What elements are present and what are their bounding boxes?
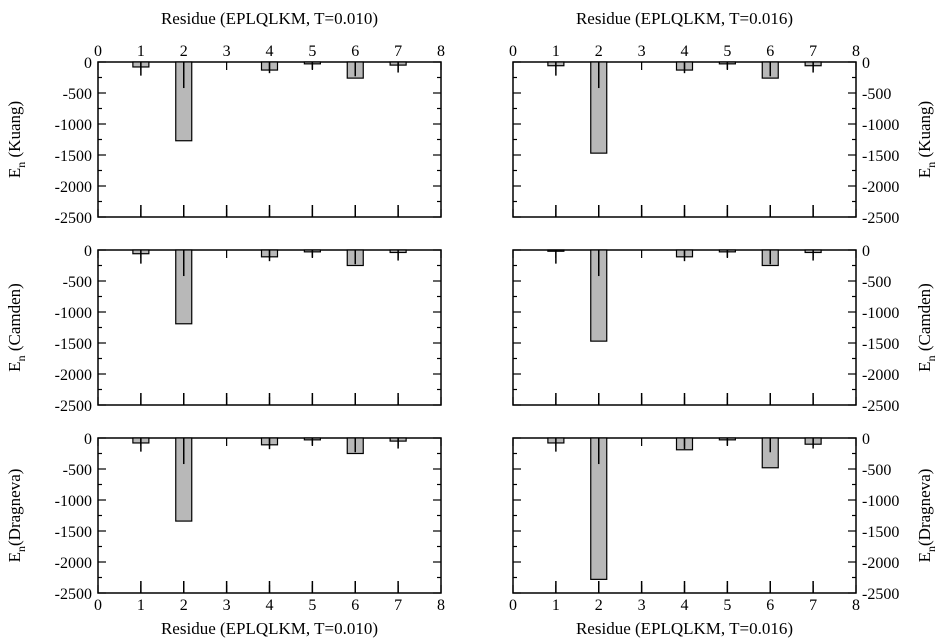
panel-4-ytick-label: -2500: [862, 398, 899, 415]
ylabel-row-2-right: En (Camden): [915, 283, 938, 372]
panel-6-ytick-label: -1500: [862, 524, 899, 541]
panel-4-ytick-label: -2000: [862, 367, 899, 384]
ylabel-row-3-right: En(Dragneva): [915, 469, 938, 563]
ylabel-row-1-right: En (Kuang): [915, 101, 938, 178]
panel-2-xtick-label: 7: [809, 43, 817, 60]
panel-5-xtick-label: 3: [223, 597, 231, 614]
panel-2-ytick-label: -2000: [862, 179, 899, 196]
panel-2-xtick-label: 6: [766, 43, 774, 60]
panel-6-xtick-label: 7: [809, 597, 817, 614]
panel-3-ytick-label: 0: [84, 243, 92, 260]
panel-5-xtick-label: 4: [266, 597, 274, 614]
panel-6-ytick-label: -1000: [862, 493, 899, 510]
panel-2-ytick-label: -1500: [862, 148, 899, 165]
panel-1-xtick-label: 4: [266, 43, 274, 60]
panel-1-ytick-label: 0: [84, 55, 92, 72]
panel-6-xtick-label: 6: [766, 597, 774, 614]
panel-5-xtick-label: 7: [394, 597, 402, 614]
panel-5-ytick-label: 0: [84, 431, 92, 448]
panel-5-ytick-label: -1000: [55, 493, 92, 510]
panel-3-ytick-label: -1000: [55, 305, 92, 322]
panel-6-xtick-label: 1: [552, 597, 560, 614]
panel-3-frame: [97, 249, 442, 406]
panel-1-xtick-label: 6: [351, 43, 359, 60]
panel-4-frame: [512, 249, 857, 406]
panel-1-ytick-label: -500: [63, 86, 92, 103]
panel-1-ytick-label: -2500: [55, 210, 92, 227]
panel-6-xtick-label: 3: [638, 597, 646, 614]
panel-5-ytick-label: -2000: [55, 555, 92, 572]
panel-2-ytick-label: -500: [862, 86, 891, 103]
panel-5-xtick-label: 2: [180, 597, 188, 614]
panel-5-ytick-label: -2500: [55, 586, 92, 603]
panel-5-xtick-label: 0: [94, 597, 102, 614]
ylabel-row-1-left: En (Kuang): [5, 101, 28, 178]
panel-3-ytick-label: -500: [63, 274, 92, 291]
panel-1-xtick-label: 8: [437, 43, 445, 60]
panel-5-ytick-label: -1500: [55, 524, 92, 541]
panel-6-xtick-label: 2: [595, 597, 603, 614]
top-xlabel-1: Residue (EPLQLKM, T=0.010): [161, 9, 378, 28]
ylabel-row-3-left: En(Dragneva): [5, 469, 28, 563]
panel-4-ytick-label: 0: [862, 243, 870, 260]
panel-1-xtick-label: 1: [137, 43, 145, 60]
panel-6-frame: [512, 437, 857, 594]
panel-6-xtick-label: 4: [681, 597, 689, 614]
ylabel-row-2-left: En (Camden): [5, 283, 28, 372]
panel-1-xtick-label: 2: [180, 43, 188, 60]
panel-1-frame: [97, 61, 442, 218]
panel-5-xtick-label: 5: [308, 597, 316, 614]
panel-1-xtick-label: 7: [394, 43, 402, 60]
panel-4-ytick-label: -500: [862, 274, 891, 291]
panel-1-xtick-label: 5: [308, 43, 316, 60]
panel-2-xtick-label: 4: [681, 43, 689, 60]
panel-2-xtick-label: 1: [552, 43, 560, 60]
panel-2-ytick-label: 0: [862, 55, 870, 72]
panel-2-frame: [512, 61, 857, 218]
panel-6-xtick-label: 0: [509, 597, 517, 614]
panel-2-xtick-label: 3: [638, 43, 646, 60]
top-xlabel-2: Residue (EPLQLKM, T=0.016): [576, 9, 793, 28]
panel-6-ytick-label: -2000: [862, 555, 899, 572]
panel-6-ytick-label: -2500: [862, 586, 899, 603]
panel-5-xtick-label: 8: [437, 597, 445, 614]
panel-6-xtick-label: 5: [723, 597, 731, 614]
panel-2-xtick-label: 2: [595, 43, 603, 60]
panel-2-xtick-label: 5: [723, 43, 731, 60]
panel-5-xtick-label: 6: [351, 597, 359, 614]
panel-6-xtick-label: 8: [852, 597, 860, 614]
panel-5-ytick-label: -500: [63, 462, 92, 479]
panel-1-ytick-label: -1500: [55, 148, 92, 165]
panel-3-ytick-label: -2000: [55, 367, 92, 384]
panel-3-ytick-label: -2500: [55, 398, 92, 415]
panel-5-frame: [97, 437, 442, 594]
panel-5-xtick-label: 1: [137, 597, 145, 614]
panel-3-ytick-label: -1500: [55, 336, 92, 353]
panel-2-ytick-label: -2500: [862, 210, 899, 227]
panel-1-xtick-label: 3: [223, 43, 231, 60]
panel-1-ytick-label: -1000: [55, 117, 92, 134]
panel-4-ytick-label: -1500: [862, 336, 899, 353]
panel-2-ytick-label: -1000: [862, 117, 899, 134]
panel-1-xtick-label: 0: [94, 43, 102, 60]
panel-2-xtick-label: 8: [852, 43, 860, 60]
bottom-xlabel-2: Residue (EPLQLKM, T=0.016): [576, 619, 793, 638]
panel-4-ytick-label: -1000: [862, 305, 899, 322]
panel-6-ytick-label: 0: [862, 431, 870, 448]
panel-2-xtick-label: 0: [509, 43, 517, 60]
panel-6-ytick-label: -500: [862, 462, 891, 479]
bottom-xlabel-1: Residue (EPLQLKM, T=0.010): [161, 619, 378, 638]
panel-1-ytick-label: -2000: [55, 179, 92, 196]
